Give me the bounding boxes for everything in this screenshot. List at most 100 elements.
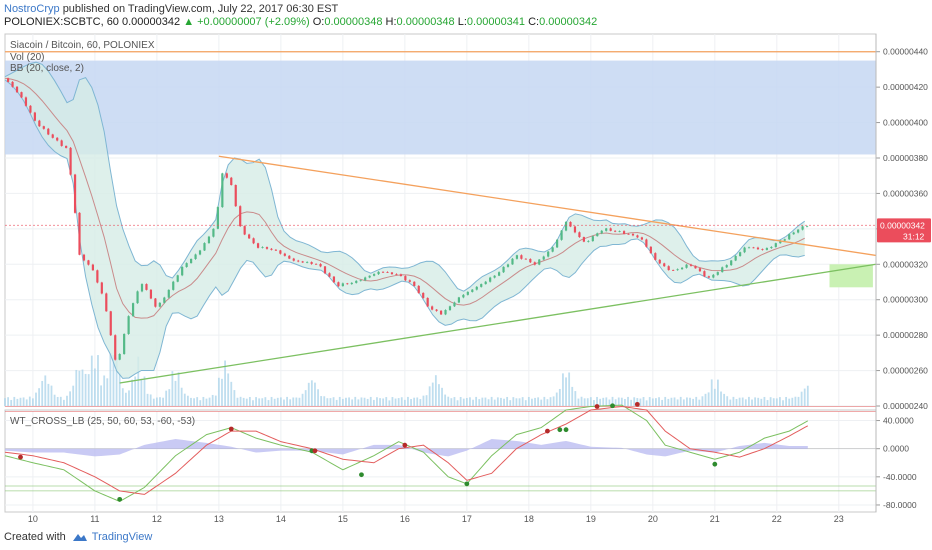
- candle-body: [65, 145, 68, 148]
- oscillator-pane: [4, 409, 877, 513]
- volume-bar: [434, 375, 437, 406]
- volume-bar: [707, 392, 710, 406]
- volume-bar: [540, 399, 543, 406]
- volume-bar: [537, 397, 540, 406]
- cross-dot: [563, 427, 569, 433]
- candle-body: [497, 272, 501, 276]
- volume-bar: [797, 396, 800, 406]
- volume-bar: [81, 369, 84, 406]
- volume-bar: [456, 400, 459, 406]
- x-tick-label: 17: [462, 514, 472, 524]
- volume-bar: [379, 398, 381, 406]
- candle-body: [761, 249, 764, 250]
- x-tick-label: 13: [214, 514, 224, 524]
- x-tick-label: 20: [648, 514, 658, 524]
- volume-bar: [450, 398, 453, 406]
- candle-body: [524, 258, 527, 260]
- cross-dot: [18, 454, 23, 460]
- volume-bar: [648, 397, 651, 406]
- candle-body: [207, 236, 211, 244]
- volume-bar: [16, 398, 19, 406]
- low-value: 0.00000341: [466, 16, 526, 28]
- volume-bar: [199, 400, 202, 406]
- y-tick-label: 0.00000280: [883, 330, 928, 340]
- volume-bar: [146, 393, 149, 406]
- volume-bar: [459, 397, 462, 406]
- volume-bar: [38, 388, 40, 406]
- volume-bar: [642, 397, 645, 406]
- wt-legend[interactable]: WT_CROSS_LB (25, 50, 60, 53, -60, -53): [10, 416, 196, 427]
- candle-body: [779, 240, 782, 244]
- cross-dot: [594, 404, 600, 409]
- volume-bar: [620, 397, 623, 406]
- volume-bar: [357, 399, 360, 406]
- candle-body: [377, 271, 380, 275]
- volume-bar: [310, 380, 313, 406]
- volume-bar: [152, 398, 155, 406]
- volume-bar: [332, 397, 335, 406]
- y-tick-label: 0.00000240: [883, 401, 928, 411]
- volume-bar: [788, 398, 791, 406]
- volume-bar: [552, 396, 555, 406]
- volume-bar: [422, 395, 425, 406]
- volume-bar: [754, 397, 757, 406]
- volume-bar: [366, 398, 369, 406]
- price-badge-countdown: 31:12: [903, 231, 925, 241]
- volume-legend[interactable]: Vol (20): [10, 52, 45, 63]
- volume-bar: [779, 397, 781, 406]
- author-link[interactable]: NostroCryp: [4, 3, 60, 15]
- bollinger-lower: [4, 79, 805, 379]
- candle-body: [605, 228, 608, 231]
- volume-bar: [546, 399, 549, 406]
- candle-body: [319, 264, 322, 267]
- volume-bar: [391, 397, 394, 406]
- candle-body: [364, 277, 367, 281]
- volume-bar: [543, 396, 546, 406]
- candle-body: [797, 229, 800, 233]
- volume-bar: [670, 397, 673, 406]
- bb-legend[interactable]: BB (20, close, 2): [10, 63, 84, 74]
- volume-bar: [149, 394, 152, 406]
- candle-body: [649, 246, 652, 254]
- wt-line-wt2: [4, 405, 809, 495]
- candle-body: [386, 272, 389, 273]
- candle-body: [631, 233, 635, 236]
- volume-bar: [695, 396, 698, 406]
- volume-bar: [785, 396, 788, 406]
- volume-bar: [230, 381, 233, 406]
- candle-body: [261, 247, 264, 248]
- tradingview-brand[interactable]: TradingView: [91, 531, 153, 543]
- volume-bar: [403, 399, 406, 406]
- volume-bar: [100, 385, 102, 406]
- candle-body: [672, 270, 675, 271]
- volume-bar: [428, 386, 431, 406]
- volume-bar: [56, 396, 59, 406]
- volume-bar: [320, 396, 323, 406]
- volume-bar: [118, 373, 121, 406]
- volume-bar: [689, 397, 691, 406]
- candle-body: [622, 231, 626, 234]
- volume-bar: [279, 397, 282, 406]
- candle-body: [404, 276, 407, 281]
- candle-body: [373, 274, 376, 276]
- volume-bar: [769, 397, 772, 406]
- volume-bar: [31, 398, 34, 406]
- volume-bar: [171, 371, 174, 406]
- candle-body: [127, 316, 130, 334]
- candle-body: [805, 226, 809, 228]
- candle-body: [578, 232, 581, 238]
- candle-body: [243, 226, 246, 235]
- volume-bar: [47, 383, 50, 406]
- volume-bar: [115, 357, 118, 406]
- volume-bar: [190, 397, 192, 406]
- volume-bar: [193, 398, 195, 406]
- candle-body: [149, 289, 153, 299]
- volume-bar: [589, 397, 592, 406]
- volume-bar: [10, 399, 13, 406]
- candle-body: [489, 277, 492, 282]
- volume-bar: [627, 396, 629, 406]
- y-tick-label: 0.00000260: [883, 366, 928, 376]
- candle-body: [163, 297, 166, 303]
- volume-bar: [329, 398, 332, 406]
